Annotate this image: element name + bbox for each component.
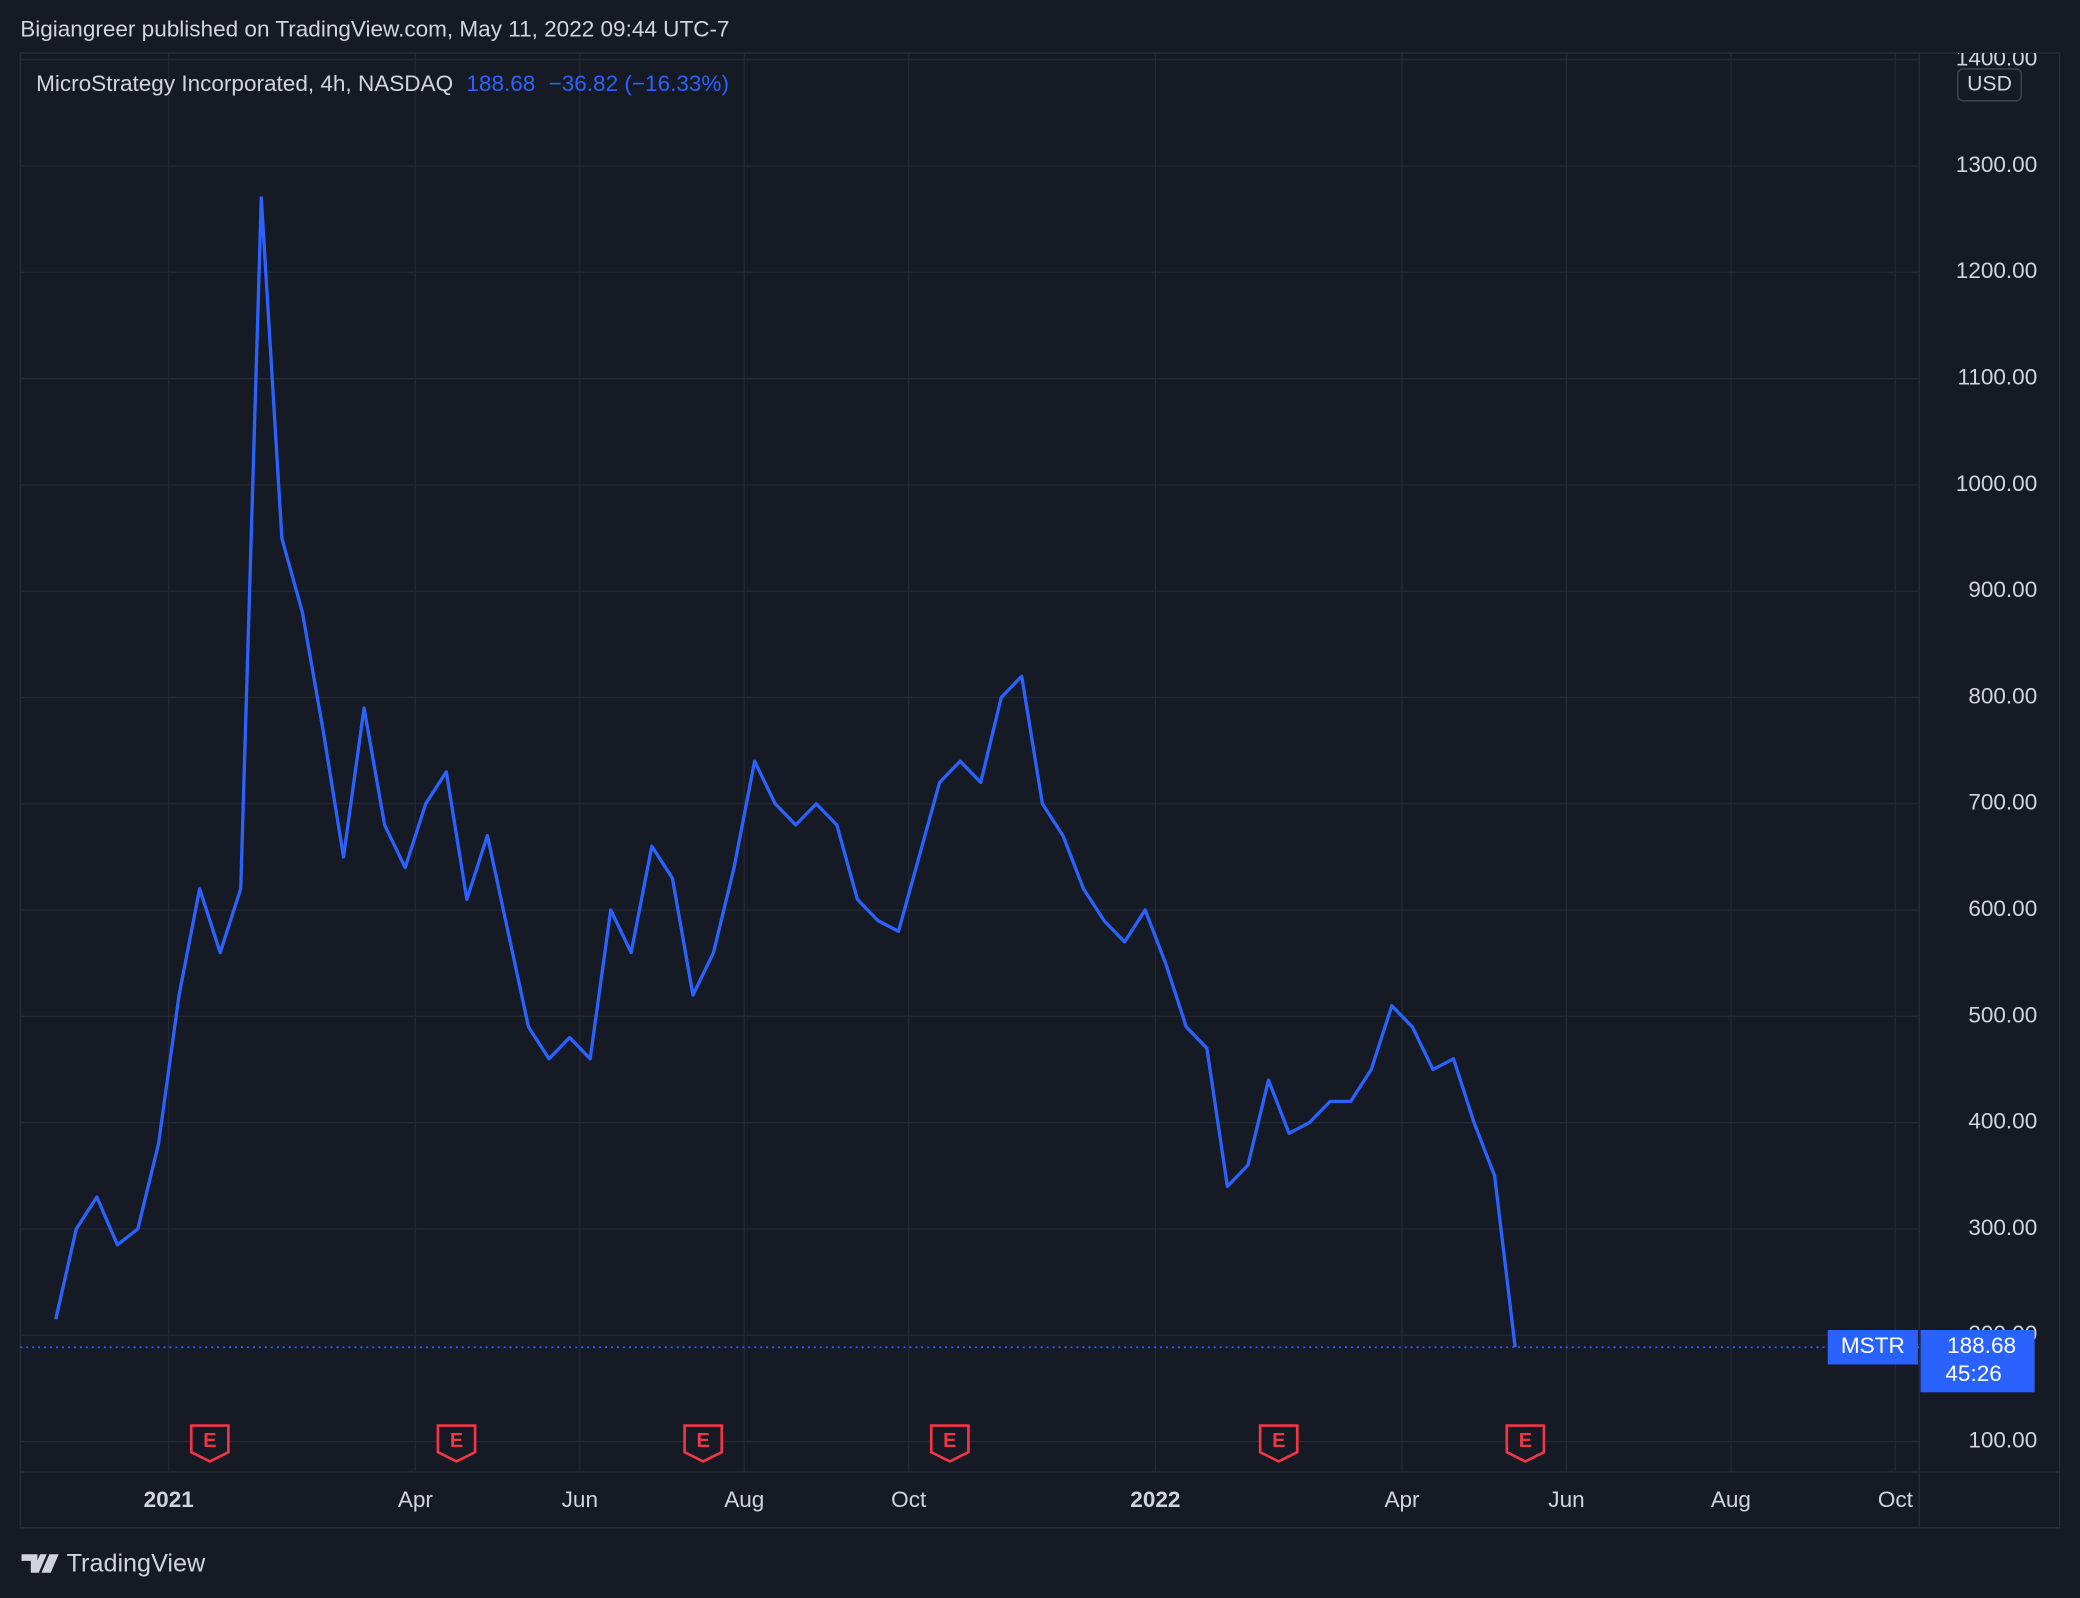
price-tag: MSTR 188.68 45:26 — [1827, 1330, 2035, 1393]
x-tick-label: Aug — [1711, 1487, 1751, 1512]
price-line — [54, 196, 1517, 1348]
y-tick-label: 800.00 — [1968, 683, 2037, 708]
legend-change: −36.82 (−16.33%) — [549, 71, 729, 96]
x-tick-label: Aug — [724, 1487, 764, 1512]
y-tick-label: 500.00 — [1968, 1002, 2037, 1027]
symbol-tag-label: MSTR — [1841, 1333, 1905, 1358]
earnings-marker — [189, 1424, 230, 1463]
price-tag-value: 188.68 — [1947, 1333, 2016, 1358]
price-tag-countdown: 45:26 — [1945, 1361, 2001, 1386]
legend-price: 188.68 — [466, 71, 535, 96]
symbol-tag — [1827, 1330, 1918, 1365]
earnings-label: E — [450, 1430, 463, 1452]
x-tick-label: Jun — [1548, 1487, 1584, 1512]
logo-icon — [21, 1554, 59, 1573]
logo-text: TradingView — [67, 1550, 206, 1578]
x-tick-label: 2022 — [1130, 1487, 1180, 1512]
earnings-label: E — [943, 1430, 956, 1452]
plot — [20, 196, 1920, 1349]
y-tick-label: 1400.00 — [1956, 46, 2037, 71]
y-tick-label: 1200.00 — [1956, 258, 2037, 283]
x-tick-label: Oct — [1878, 1487, 1914, 1512]
logo: TradingView — [21, 1550, 206, 1578]
earnings-marker — [1258, 1424, 1299, 1463]
y-tick-label: 400.00 — [1968, 1109, 2037, 1134]
earnings-label: E — [697, 1430, 710, 1452]
currency-box — [1957, 68, 2023, 102]
earnings-label: E — [1272, 1430, 1285, 1452]
earnings-label: E — [1519, 1430, 1532, 1452]
x-tick-label: Jun — [562, 1487, 598, 1512]
currency: USD — [1967, 72, 2012, 95]
earnings-marker — [1505, 1424, 1546, 1463]
grid — [20, 53, 1920, 1473]
y-tick-label: 100.00 — [1968, 1427, 2037, 1452]
y-tick-label: 700.00 — [1968, 790, 2037, 815]
x-tick-label: 2021 — [144, 1487, 194, 1512]
y-tick-label: 300.00 — [1968, 1215, 2037, 1240]
time-axis: 2021 Apr Jun Aug Oct 2022 Apr Jun Aug Oct — [144, 1487, 1914, 1512]
legend: MicroStrategy Incorporated, 4h, NASDAQ 18… — [36, 71, 729, 96]
y-tick-label: 900.00 — [1968, 577, 2037, 602]
earnings-label: E — [203, 1430, 216, 1452]
earnings-marker — [929, 1424, 970, 1463]
price-tag-box — [1920, 1330, 2035, 1393]
earnings-marker — [436, 1424, 477, 1463]
x-tick-label: Apr — [1385, 1487, 1421, 1512]
x-tick-label: Oct — [891, 1487, 927, 1512]
y-tick-label: 1000.00 — [1956, 471, 2037, 496]
y-tick-label: 600.00 — [1968, 896, 2037, 921]
x-tick-label: Apr — [398, 1487, 434, 1512]
symbol-title: MicroStrategy Incorporated, 4h, NASDAQ — [36, 71, 453, 96]
publisher-line: Bigiangreer published on TradingView.com… — [20, 16, 729, 41]
y-tick-label: 1100.00 — [1957, 365, 2037, 390]
y-tick-label: 1300.00 — [1956, 152, 2037, 177]
earnings-marker — [683, 1424, 724, 1463]
